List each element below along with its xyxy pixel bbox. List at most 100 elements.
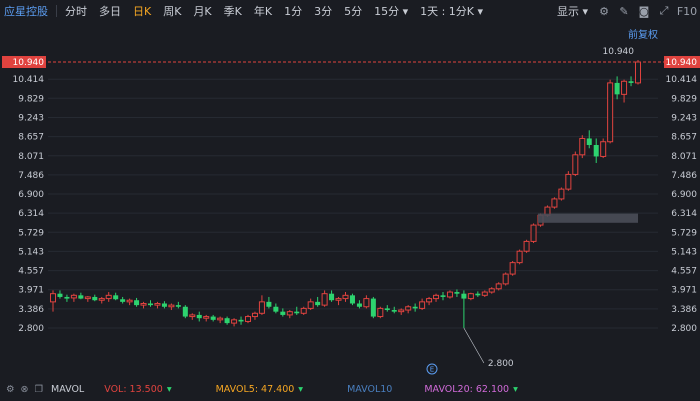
- y-tick-left: 10.414: [13, 75, 45, 85]
- candle-body-down: [315, 301, 321, 306]
- candle-body-up: [105, 294, 112, 300]
- minute-period-dropdown[interactable]: 15分 ▾: [374, 5, 409, 18]
- expand-icon[interactable]: ⤢: [659, 4, 669, 17]
- candlestick-chart[interactable]: 10.940 10.940 10.414 10.414 9.829 9.829 9.243 9…: [0, 0, 700, 378]
- candle-body-up: [481, 291, 488, 296]
- drawing-pencil-icon[interactable]: ✎: [619, 4, 629, 18]
- y-tick-right: 10.940: [666, 58, 698, 68]
- candle-body-up: [251, 312, 258, 318]
- candle-body-up: [530, 224, 537, 242]
- candle-body-down: [175, 305, 181, 307]
- candle-body-down: [224, 318, 230, 324]
- camera-icon[interactable]: ◙: [638, 4, 650, 18]
- mavol20-value: MAVOL20: 62.100: [424, 384, 510, 395]
- candle-body-down: [628, 81, 634, 83]
- candle-body-down: [210, 316, 216, 320]
- candle-body-up: [286, 311, 293, 316]
- y-tick-left: 9.243: [18, 113, 44, 123]
- high-price-label: 10.940: [603, 47, 635, 57]
- candle-body-up: [488, 288, 495, 293]
- tab-quarterly-k[interactable]: 季K: [223, 5, 242, 18]
- candle-body-up: [607, 82, 614, 143]
- tab-monthly-k[interactable]: 月K: [193, 5, 212, 18]
- tab-5min[interactable]: 5分: [344, 5, 363, 18]
- candle-body-down: [161, 303, 167, 307]
- indicator-copy-icon[interactable]: ❐: [34, 384, 44, 395]
- indicator-settings-icon[interactable]: ⚙: [6, 384, 15, 395]
- y-tick-right: 4.557: [671, 267, 697, 277]
- candle-body-up: [168, 304, 175, 308]
- candle-body-up: [84, 296, 91, 300]
- candle-body-down: [440, 295, 446, 297]
- candle-body-down: [113, 295, 119, 300]
- y-tick-left: 6.314: [18, 209, 44, 219]
- candle-body-up: [377, 307, 384, 318]
- y-tick-right: 6.314: [671, 209, 697, 219]
- display-dropdown[interactable]: 显示 ▾: [556, 5, 588, 18]
- indicator-close-icon[interactable]: ⊗: [20, 384, 29, 395]
- candle-body-down: [266, 301, 272, 307]
- candle-body-up: [126, 299, 133, 303]
- candle-body-up: [300, 307, 307, 314]
- candle-body-up: [398, 309, 405, 313]
- event-marker-letter: E: [430, 366, 434, 374]
- candle-body-up: [565, 173, 572, 190]
- candle-body-down: [147, 303, 154, 306]
- tab-3min[interactable]: 3分: [314, 5, 333, 18]
- candle-body-up: [49, 293, 57, 303]
- low-price-label: 2.800: [488, 359, 514, 369]
- candle-body-down: [586, 138, 592, 146]
- settings-gear-icon[interactable]: ⚙: [599, 4, 609, 18]
- tab-1min[interactable]: 1分: [284, 5, 303, 18]
- candle-body-down: [356, 303, 362, 307]
- candle-body-down: [238, 319, 244, 322]
- tab-daily-k[interactable]: 日K: [133, 5, 152, 18]
- y-tick-left: 7.486: [18, 171, 44, 181]
- stock-symbol[interactable]: 应星控股: [4, 5, 48, 18]
- y-tick-left: 3.971: [18, 286, 44, 296]
- candle-body-up: [258, 301, 265, 314]
- indicator-name[interactable]: MAVOL: [51, 384, 85, 395]
- low-price-leader: [463, 327, 485, 364]
- candle-body-up: [140, 302, 147, 306]
- y-tick-right: 5.729: [671, 228, 697, 238]
- mavol5-value: MAVOL5: 47.400: [215, 384, 295, 395]
- f10-button[interactable]: F10: [676, 4, 698, 18]
- candle-body-up: [189, 314, 196, 318]
- mavol10-label: MAVOL10: [347, 384, 393, 395]
- candle-body-down: [349, 295, 355, 304]
- price-grid: [48, 78, 658, 329]
- event-marker-icon[interactable]: [426, 363, 438, 375]
- candle-body-up: [572, 154, 579, 175]
- candle-body-down: [64, 296, 70, 299]
- candle-body-up: [523, 240, 530, 252]
- candle-body-down: [614, 82, 620, 95]
- candle-body-up: [467, 293, 474, 300]
- candle-body-down: [120, 299, 126, 302]
- y-tick-right: 2.800: [671, 324, 697, 334]
- day-minute-dropdown[interactable]: 1天 : 1分K ▾: [420, 5, 484, 18]
- candle-body-down: [391, 310, 397, 312]
- candle-body-up: [244, 316, 252, 322]
- y-tick-right: 9.829: [671, 94, 697, 104]
- candle-body-down: [329, 293, 335, 301]
- y-tick-left: 4.557: [18, 267, 44, 277]
- candle-body-up: [307, 301, 314, 309]
- candle-body-down: [294, 311, 300, 314]
- tab-weekly-k[interactable]: 周K: [163, 5, 182, 18]
- candle-body-down: [384, 308, 390, 311]
- candle-body-up: [217, 317, 224, 321]
- period-toolbar: 应星控股 分时 多日 日K 周K 月K 季K 年K 1分 3分 5分 15分 ▾…: [0, 0, 700, 22]
- candle-body-down: [134, 300, 140, 306]
- tab-yearly-k[interactable]: 年K: [253, 5, 273, 18]
- y-tick-left: 6.900: [18, 190, 44, 200]
- tab-multi-day[interactable]: 多日: [99, 5, 121, 18]
- candle-body-down: [57, 293, 63, 297]
- candle-body-up: [363, 298, 370, 308]
- adjust-mode-toggle[interactable]: 前复权: [628, 30, 658, 41]
- candle-body-down: [92, 296, 98, 301]
- candle-body-up: [335, 298, 342, 301]
- tab-intraday[interactable]: 分时: [65, 5, 87, 18]
- candle-body-up: [426, 298, 433, 303]
